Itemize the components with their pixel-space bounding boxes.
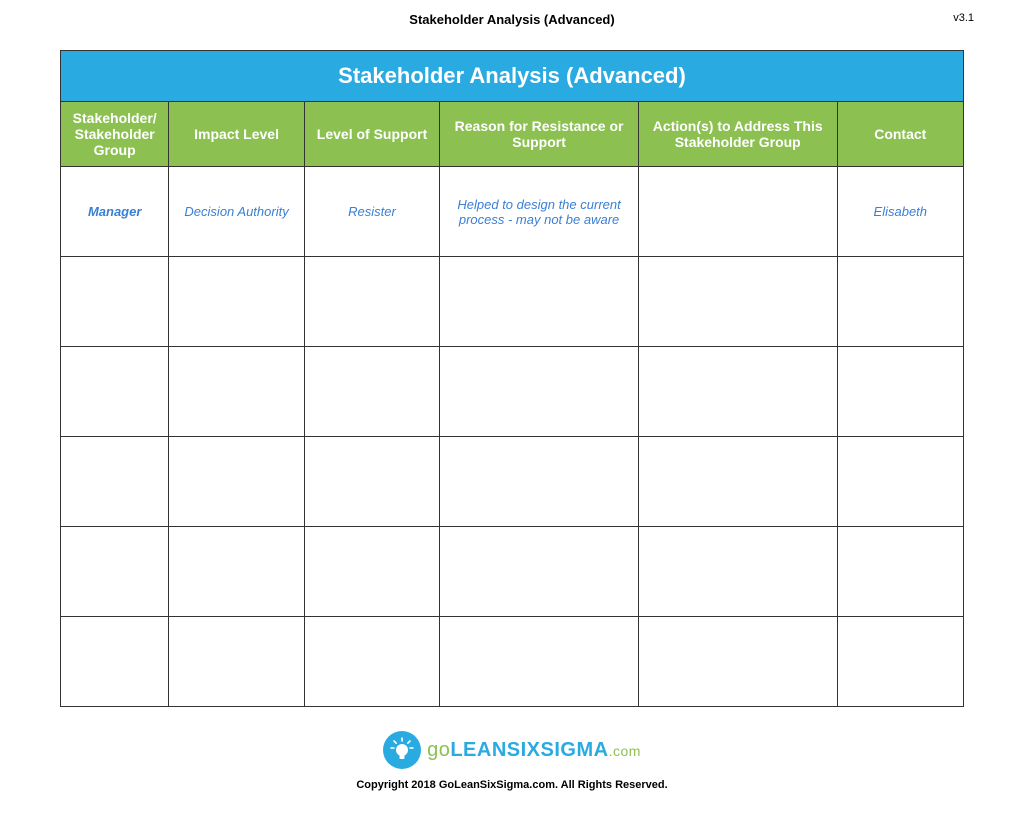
logo-com: .com xyxy=(609,743,641,759)
cell-reason xyxy=(440,257,639,347)
cell-contact xyxy=(837,347,963,437)
cell-reason: Helped to design the current process - m… xyxy=(440,167,639,257)
cell-contact xyxy=(837,617,963,707)
logo: goLEANSIXSIGMA.com xyxy=(383,731,641,769)
page-footer: goLEANSIXSIGMA.com Copyright 2018 GoLean… xyxy=(0,731,1024,791)
cell-action xyxy=(638,617,837,707)
cell-support xyxy=(304,617,439,707)
cell-support xyxy=(304,437,439,527)
cell-stakeholder xyxy=(61,347,169,437)
table-container: Stakeholder Analysis (Advanced) Stakehol… xyxy=(60,50,964,707)
cell-impact xyxy=(169,347,304,437)
cell-reason xyxy=(440,437,639,527)
table-row: Manager Decision Authority Resister Help… xyxy=(61,167,964,257)
cell-impact: Decision Authority xyxy=(169,167,304,257)
cell-contact xyxy=(837,257,963,347)
cell-stakeholder xyxy=(61,617,169,707)
cell-impact xyxy=(169,437,304,527)
table-header-row: Stakeholder/ Stakeholder Group Impact Le… xyxy=(61,102,964,167)
cell-contact xyxy=(837,527,963,617)
cell-action xyxy=(638,527,837,617)
cell-support xyxy=(304,257,439,347)
cell-stakeholder xyxy=(61,257,169,347)
logo-go: go xyxy=(427,739,450,761)
cell-contact xyxy=(837,437,963,527)
cell-reason xyxy=(440,527,639,617)
col-header-action: Action(s) to Address This Stakeholder Gr… xyxy=(638,102,837,167)
cell-action xyxy=(638,167,837,257)
col-header-stakeholder: Stakeholder/ Stakeholder Group xyxy=(61,102,169,167)
cell-stakeholder xyxy=(61,437,169,527)
cell-impact xyxy=(169,527,304,617)
table-row xyxy=(61,257,964,347)
table-body: Manager Decision Authority Resister Help… xyxy=(61,167,964,707)
col-header-impact: Impact Level xyxy=(169,102,304,167)
cell-support xyxy=(304,347,439,437)
logo-lean: LEANSIXSIGMA xyxy=(450,739,608,761)
cell-support: Resister xyxy=(304,167,439,257)
col-header-support: Level of Support xyxy=(304,102,439,167)
cell-impact xyxy=(169,617,304,707)
cell-action xyxy=(638,257,837,347)
cell-support xyxy=(304,527,439,617)
stakeholder-table: Stakeholder/ Stakeholder Group Impact Le… xyxy=(60,101,964,707)
col-header-reason: Reason for Resistance or Support xyxy=(440,102,639,167)
cell-contact: Elisabeth xyxy=(837,167,963,257)
version-label: v3.1 xyxy=(953,12,974,24)
col-header-contact: Contact xyxy=(837,102,963,167)
page-header-title: Stakeholder Analysis (Advanced) xyxy=(0,12,1024,27)
table-title-bar: Stakeholder Analysis (Advanced) xyxy=(60,50,964,101)
cell-stakeholder xyxy=(61,527,169,617)
table-row xyxy=(61,527,964,617)
table-row xyxy=(61,617,964,707)
cell-reason xyxy=(440,617,639,707)
cell-stakeholder: Manager xyxy=(61,167,169,257)
lightbulb-icon xyxy=(383,731,421,769)
cell-impact xyxy=(169,257,304,347)
copyright-text: Copyright 2018 GoLeanSixSigma.com. All R… xyxy=(0,779,1024,791)
cell-action xyxy=(638,437,837,527)
table-row xyxy=(61,347,964,437)
table-row xyxy=(61,437,964,527)
cell-reason xyxy=(440,347,639,437)
cell-action xyxy=(638,347,837,437)
logo-text: goLEANSIXSIGMA.com xyxy=(427,739,641,762)
